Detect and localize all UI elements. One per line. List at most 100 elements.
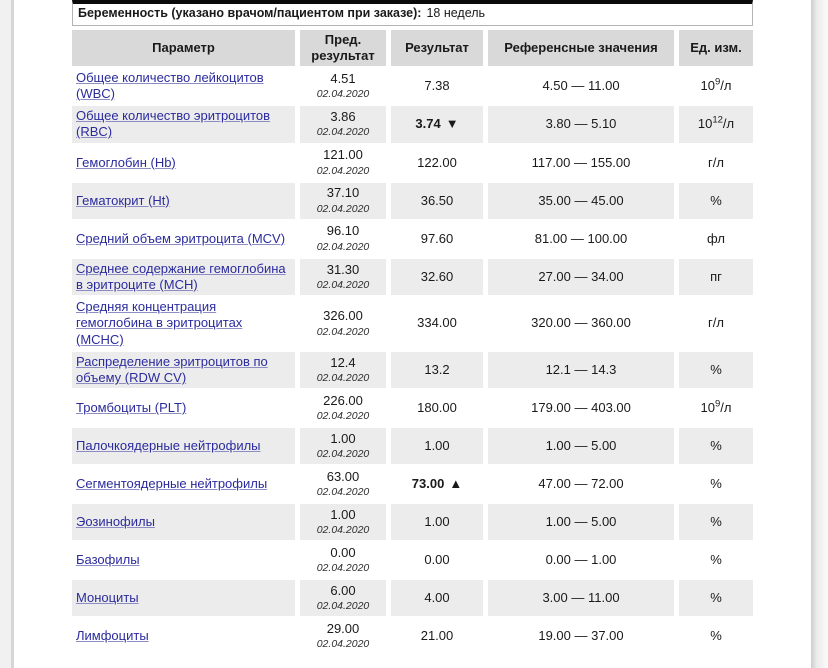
unit-value: % bbox=[710, 552, 722, 568]
parameter-link[interactable]: Базофилы bbox=[76, 552, 140, 568]
parameter-cell: Общее количество лейкоцитов (WBC) bbox=[72, 67, 295, 105]
parameter-link[interactable]: Средняя концентрация гемоглобина в эритр… bbox=[76, 299, 243, 347]
reference-range: 1.00 — 5.00 bbox=[545, 438, 617, 454]
table-row: Эозинофилы 1.00 02.04.2020 1.00 1.00 — 5… bbox=[72, 504, 753, 541]
pregnancy-note: Беременность (указано врачом/пациентом п… bbox=[72, 0, 753, 26]
unit-cell: г/л bbox=[679, 144, 753, 181]
parameter-link[interactable]: Эозинофилы bbox=[76, 514, 155, 530]
previous-result-cell: 0.00 02.04.2020 bbox=[300, 542, 386, 579]
reference-range-cell: 0.00 — 1.00 bbox=[488, 542, 674, 579]
table-row: Лимфоциты 29.00 02.04.2020 21.00 19.00 —… bbox=[72, 618, 753, 655]
unit-value: % bbox=[710, 476, 722, 492]
previous-result-value: 29.00 bbox=[326, 621, 360, 637]
result-value: 1.00 bbox=[424, 514, 449, 530]
table-row: Гемоглобин (Hb) 121.00 02.04.2020 122.00… bbox=[72, 144, 753, 181]
header-previous-result: Пред. результат bbox=[300, 29, 386, 66]
result-value: 21.00 bbox=[421, 628, 454, 644]
previous-result-date: 02.04.2020 bbox=[316, 562, 370, 575]
table-row: Распределение эритроцитов по объему (RDW… bbox=[72, 351, 753, 389]
parameter-link[interactable]: Общее количество лейкоцитов (WBC) bbox=[76, 69, 264, 101]
unit-suffix: % bbox=[710, 590, 722, 606]
reference-range-cell: 35.00 — 45.00 bbox=[488, 182, 674, 219]
unit-suffix: % bbox=[710, 192, 722, 208]
unit-value: % bbox=[710, 514, 722, 530]
reference-range: 320.00 — 360.00 bbox=[531, 315, 631, 331]
result-cell: 1.00 bbox=[391, 428, 483, 465]
parameter-link[interactable]: Сегментоядерные нейтрофилы bbox=[76, 476, 268, 492]
unit-suffix: % bbox=[710, 628, 722, 644]
unit-suffix: % bbox=[710, 362, 722, 377]
reference-range-cell: 12.1 — 14.3 bbox=[488, 351, 674, 389]
parameter-link[interactable]: Среднее содержание гемоглобина в эритроц… bbox=[76, 260, 286, 292]
previous-result-cell: 29.00 02.04.2020 bbox=[300, 618, 386, 655]
parameter-link[interactable]: Средний объем эритроцита (MCV) bbox=[76, 230, 286, 246]
reference-range-cell: 1.00 — 5.00 bbox=[488, 504, 674, 541]
parameter-link[interactable]: Лимфоциты bbox=[76, 628, 149, 644]
reference-range: 3.00 — 11.00 bbox=[542, 590, 620, 606]
reference-range: 3.80 — 5.10 bbox=[545, 116, 617, 132]
parameter-link[interactable]: Гематокрит (Ht) bbox=[76, 192, 170, 208]
previous-result-date: 02.04.2020 bbox=[316, 448, 370, 461]
table-row: Моноциты 6.00 02.04.2020 4.00 3.00 — 11.… bbox=[72, 580, 753, 617]
parameter-link[interactable]: Тромбоциты (PLT) bbox=[76, 400, 187, 416]
out-of-range-arrow-icon: ▲ bbox=[449, 476, 463, 492]
parameter-link[interactable]: Гемоглобин (Hb) bbox=[76, 154, 176, 170]
result-number: 97.60 bbox=[420, 230, 454, 246]
result-cell: 13.2 bbox=[391, 351, 483, 389]
parameter-link[interactable]: Распределение эритроцитов по объему (RDW… bbox=[76, 353, 268, 386]
previous-result-date: 02.04.2020 bbox=[316, 486, 370, 499]
result-value: 73.00 ▲ bbox=[412, 476, 462, 492]
result-number: 3.74 bbox=[415, 116, 441, 132]
previous-result-date: 02.04.2020 bbox=[316, 240, 370, 253]
reference-range: 117.00 — 155.00 bbox=[531, 154, 631, 170]
previous-result-value: 6.00 bbox=[330, 583, 356, 599]
previous-result-date: 02.04.2020 bbox=[316, 278, 370, 291]
reference-range: 81.00 — 100.00 bbox=[534, 230, 628, 246]
reference-range-cell: 1.00 — 5.00 bbox=[488, 428, 674, 465]
result-cell: 4.00 bbox=[391, 580, 483, 617]
previous-result-cell: 1.00 02.04.2020 bbox=[300, 504, 386, 541]
table-row: Общее количество эритроцитов (RBC) 3.86 … bbox=[72, 106, 753, 143]
parameter-link[interactable]: Общее количество эритроцитов (RBC) bbox=[76, 108, 271, 140]
previous-result-date: 02.04.2020 bbox=[316, 202, 370, 215]
previous-result-cell: 3.86 02.04.2020 bbox=[300, 106, 386, 143]
result-value: 4.00 bbox=[424, 590, 449, 606]
unit-suffix: /л bbox=[720, 77, 732, 93]
unit-value: % bbox=[710, 193, 722, 209]
pregnancy-value: 18 недель bbox=[426, 6, 486, 20]
unit-base: 10 bbox=[697, 116, 713, 132]
parameter-link[interactable]: Палочкоядерные нейтрофилы bbox=[76, 438, 261, 454]
reference-range: 35.00 — 45.00 bbox=[538, 192, 624, 208]
unit-value: % bbox=[710, 438, 722, 454]
reference-range: 19.00 — 37.00 bbox=[538, 628, 624, 644]
unit-cell: % bbox=[679, 428, 753, 465]
previous-result-cell: 4.51 02.04.2020 bbox=[300, 67, 386, 105]
reference-range-cell: 47.00 — 72.00 bbox=[488, 466, 674, 503]
unit-base: 10 bbox=[700, 400, 715, 416]
previous-result-cell: 326.00 02.04.2020 bbox=[300, 297, 386, 350]
parameter-link[interactable]: Моноциты bbox=[76, 590, 139, 606]
previous-result-cell: 6.00 02.04.2020 bbox=[300, 580, 386, 617]
previous-result-value: 63.00 bbox=[326, 469, 360, 485]
previous-result-date: 02.04.2020 bbox=[316, 325, 370, 338]
unit-suffix: % bbox=[710, 514, 722, 530]
parameter-cell: Эозинофилы bbox=[72, 504, 295, 541]
previous-result-cell: 31.30 02.04.2020 bbox=[300, 258, 386, 296]
unit-value: 1012/л bbox=[698, 116, 734, 132]
previous-result-cell: 96.10 02.04.2020 bbox=[300, 220, 386, 257]
previous-result-date: 02.04.2020 bbox=[316, 87, 370, 100]
result-cell: 334.00 bbox=[391, 297, 483, 350]
reference-range: 12.1 — 14.3 bbox=[545, 362, 617, 377]
result-value: 36.50 bbox=[421, 193, 454, 209]
result-number: 32.60 bbox=[420, 268, 454, 284]
reference-range-cell: 19.00 — 37.00 bbox=[488, 618, 674, 655]
result-number: 7.38 bbox=[424, 77, 450, 93]
unit-suffix: % bbox=[710, 552, 722, 568]
result-value: 3.74 ▼ bbox=[415, 116, 458, 132]
result-value: 32.60 bbox=[421, 269, 454, 285]
reference-range: 0.00 — 1.00 bbox=[545, 552, 617, 568]
parameter-cell: Базофилы bbox=[72, 542, 295, 579]
previous-result-value: 96.10 bbox=[326, 223, 360, 239]
table-body: Общее количество лейкоцитов (WBC) 4.51 0… bbox=[72, 67, 753, 655]
